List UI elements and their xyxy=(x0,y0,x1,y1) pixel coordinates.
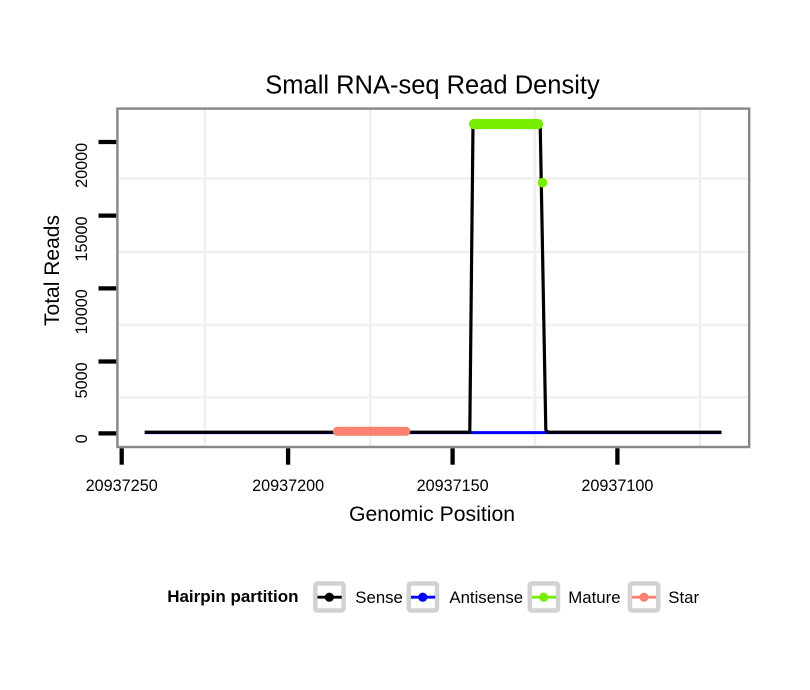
svg-text:Antisense: Antisense xyxy=(449,588,523,607)
svg-text:20937250: 20937250 xyxy=(86,477,158,495)
svg-text:Sense: Sense xyxy=(355,588,403,607)
svg-text:Star: Star xyxy=(668,588,699,607)
svg-text:Small RNA-seq Read Density: Small RNA-seq Read Density xyxy=(265,72,600,100)
svg-text:0: 0 xyxy=(73,434,91,443)
svg-text:20937100: 20937100 xyxy=(581,477,653,495)
svg-text:20937200: 20937200 xyxy=(252,477,324,495)
svg-text:10000: 10000 xyxy=(73,289,91,334)
svg-text:5000: 5000 xyxy=(73,362,91,398)
svg-text:Genomic Position: Genomic Position xyxy=(349,503,515,526)
svg-text:20000: 20000 xyxy=(73,143,91,188)
svg-text:Mature: Mature xyxy=(568,588,620,607)
svg-text:15000: 15000 xyxy=(73,217,91,262)
svg-text:20937150: 20937150 xyxy=(417,477,489,495)
svg-text:Total Reads: Total Reads xyxy=(41,215,64,326)
svg-text:Hairpin partition: Hairpin partition xyxy=(167,587,298,606)
